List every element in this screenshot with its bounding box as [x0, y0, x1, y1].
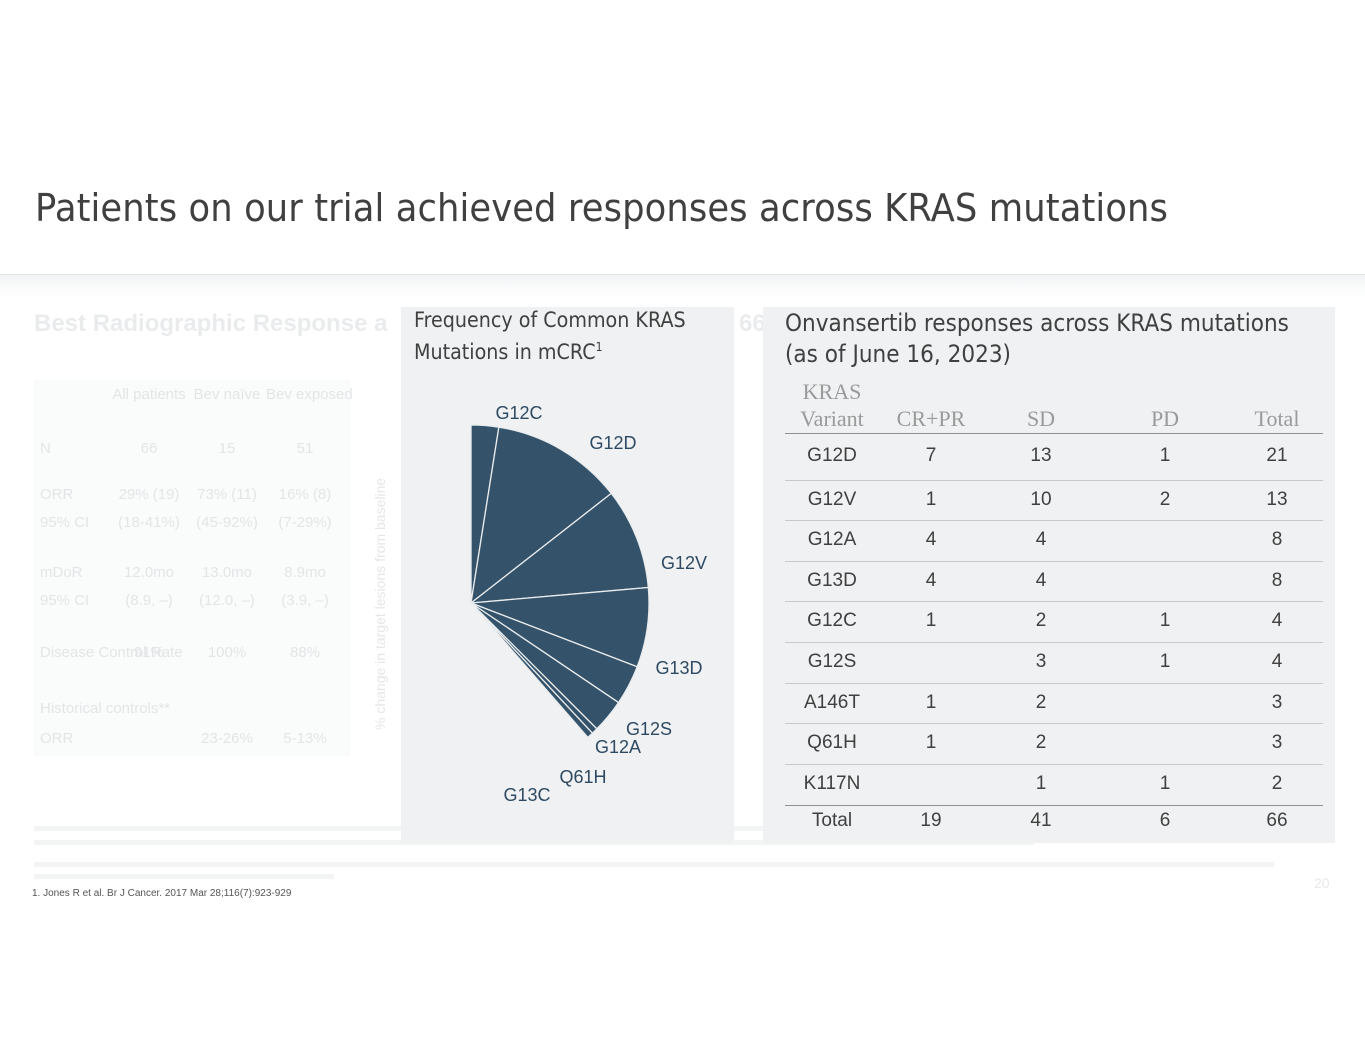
variant-cell: G12D: [807, 445, 857, 466]
footnote: 1. Jones R et al. Br J Cancer. 2017 Mar …: [32, 888, 292, 899]
pie-label-g12a: G12A: [595, 737, 641, 757]
slide-title: Patients on our trial achieved responses…: [35, 186, 1169, 230]
column-header-pd: PD: [1150, 406, 1180, 431]
table-row-divider: [785, 520, 1323, 521]
variant-cell: G12S: [807, 651, 857, 672]
pie-label-g12c: G12C: [495, 403, 542, 423]
table-row-divider: [785, 764, 1323, 765]
table-cell: 21: [1266, 445, 1288, 466]
table-cell: 4: [925, 529, 937, 550]
pie-label-g13c: G13C: [503, 785, 550, 805]
title-shadow: [0, 275, 1365, 297]
table-row-divider: [785, 433, 1323, 434]
table-cell: 1: [1159, 610, 1171, 631]
background-table-header: All patients Bev naïve Bev exposed: [112, 386, 353, 403]
table-row-divider: [785, 601, 1323, 602]
table-cell: 2: [1271, 773, 1283, 794]
table-row-divider: [785, 642, 1323, 643]
kras-response-panel: Onvansertib responses across KRAS mutati…: [763, 307, 1335, 843]
column-header-sd: SD: [1026, 406, 1056, 431]
table-cell: 1: [1035, 773, 1047, 794]
table-cell: 4: [925, 570, 937, 591]
table-cell: 1: [1159, 445, 1171, 466]
variant-cell: K117N: [803, 773, 861, 794]
table-row-divider: [785, 480, 1323, 481]
pie-slice-g12v: [468, 492, 650, 604]
table-cell: 8: [1271, 570, 1283, 591]
background-footnote-line: [34, 862, 1274, 867]
table-cell: 4: [1271, 610, 1283, 631]
background-heading: Best Radiographic Response a 66: [34, 310, 766, 337]
column-header-cr-pr: CR+PR: [896, 406, 966, 431]
table-cell: 8: [1271, 529, 1283, 550]
table-cell: 13: [1266, 489, 1288, 510]
table-cell: 2: [1035, 732, 1047, 753]
table-cell: 4: [1035, 529, 1047, 550]
variant-cell: G12A: [807, 529, 857, 550]
table-cell: 2: [1035, 610, 1047, 631]
total-cell: 41: [1030, 810, 1052, 831]
pie-label-q61h: Q61H: [559, 767, 606, 787]
background-footnote-line: [34, 874, 334, 879]
pie-label-g13d: G13D: [655, 658, 702, 678]
total-cell: 6: [1159, 810, 1171, 831]
table-cell: 1: [925, 732, 937, 753]
variant-cell: G12V: [807, 489, 857, 510]
background-table-row: ORR 29% (19) 73% (11) 16% (8): [40, 486, 332, 503]
page-number: 20: [1314, 875, 1330, 891]
variant-cell: G12C: [807, 610, 857, 631]
pie-label-g12d: G12D: [589, 433, 636, 453]
title-divider: [0, 274, 1365, 275]
table-row-divider: [785, 683, 1323, 684]
table-cell: 2: [1159, 489, 1171, 510]
table-cell: 1: [925, 489, 937, 510]
variant-cell: G13D: [807, 570, 857, 591]
background-table-row: 95% CI (18-41%) (45-92%) (7-29%): [40, 514, 332, 531]
table-cell: 1: [925, 610, 937, 631]
table-cell: 4: [1035, 570, 1047, 591]
background-table-row: 95% CI (8.9, –) (12.0, –) (3.9, –): [40, 592, 329, 609]
pie-chart-title: Frequency of Common KRAS Mutations in mC…: [414, 308, 686, 364]
variant-cell: A146T: [804, 692, 860, 713]
table-title: Onvansertib responses across KRAS mutati…: [785, 309, 1289, 368]
table-cell: 3: [1271, 732, 1283, 753]
pie-label-g12s: G12S: [626, 719, 672, 739]
variant-cell: Q61H: [807, 732, 857, 753]
background-table-row: Historical controls**: [40, 700, 171, 717]
background-table-row: ORR 23-26% 5-13%: [40, 730, 327, 747]
table-cell: 10: [1030, 489, 1052, 510]
table-cell: 1: [1159, 773, 1171, 794]
total-label: Total: [811, 810, 853, 831]
column-header-total: Total: [1254, 406, 1300, 431]
total-cell: 66: [1266, 810, 1288, 831]
background-axis-label: % change in target lesions from baseline: [372, 477, 388, 730]
table-cell: 3: [1035, 651, 1047, 672]
table-row-divider: [785, 561, 1323, 562]
table-cell: 13: [1030, 445, 1052, 466]
table-cell: 4: [1271, 651, 1283, 672]
background-table-row: N 66 15 51: [40, 440, 314, 457]
table-row-divider: [785, 805, 1323, 806]
column-header-kras-variant: KRAS Variant: [800, 379, 864, 431]
pie-slice-g13c: [470, 602, 594, 739]
table-cell: 2: [1035, 692, 1047, 713]
background-results-table: [34, 380, 350, 756]
background-table-row: mDoR 12.0mo 13.0mo 8.9mo: [40, 564, 326, 581]
pie-label-g12v: G12V: [661, 553, 707, 573]
table-cell: 1: [1159, 651, 1171, 672]
background-table-row: Disease Control Rate91% 100% 88%: [40, 644, 321, 661]
table-cell: 7: [925, 445, 937, 466]
kras-frequency-panel: Frequency of Common KRAS Mutations in mC…: [401, 307, 734, 843]
table-row-divider: [785, 723, 1323, 724]
total-cell: 19: [920, 810, 942, 831]
pie-slice-g12d: [470, 426, 613, 605]
table-cell: 1: [925, 692, 937, 713]
table-cell: 3: [1271, 692, 1283, 713]
